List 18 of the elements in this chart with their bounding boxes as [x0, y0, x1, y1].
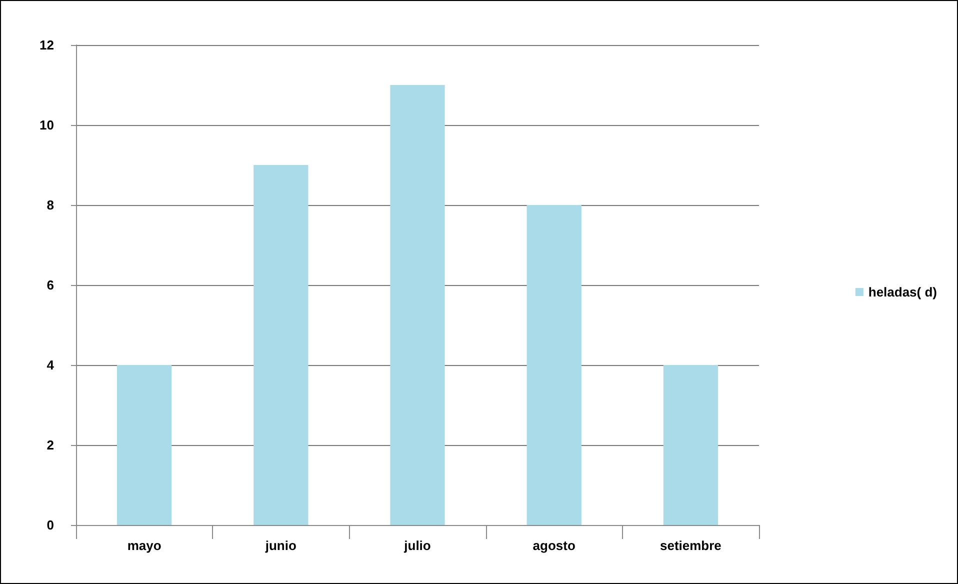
y-tick-label: 12 [40, 38, 54, 52]
bar [663, 365, 718, 525]
x-tick-label: mayo [127, 538, 162, 553]
bar [254, 165, 308, 525]
bar [526, 205, 582, 525]
y-tick-label: 4 [46, 358, 55, 372]
x-tick-label: julio [403, 538, 431, 553]
bar [390, 85, 445, 525]
y-tick-label: 8 [46, 198, 54, 212]
legend-label: heladas( d) [868, 284, 937, 300]
bar [116, 365, 172, 525]
y-tick-label: 0 [46, 518, 54, 532]
x-tick-label: setiembre [660, 538, 722, 553]
x-tick-label: junio [264, 538, 296, 553]
y-tick-label: 2 [46, 438, 54, 452]
y-tick-label: 10 [40, 118, 54, 132]
x-tick-label: agosto [532, 538, 576, 553]
y-tick-label: 6 [46, 278, 54, 292]
